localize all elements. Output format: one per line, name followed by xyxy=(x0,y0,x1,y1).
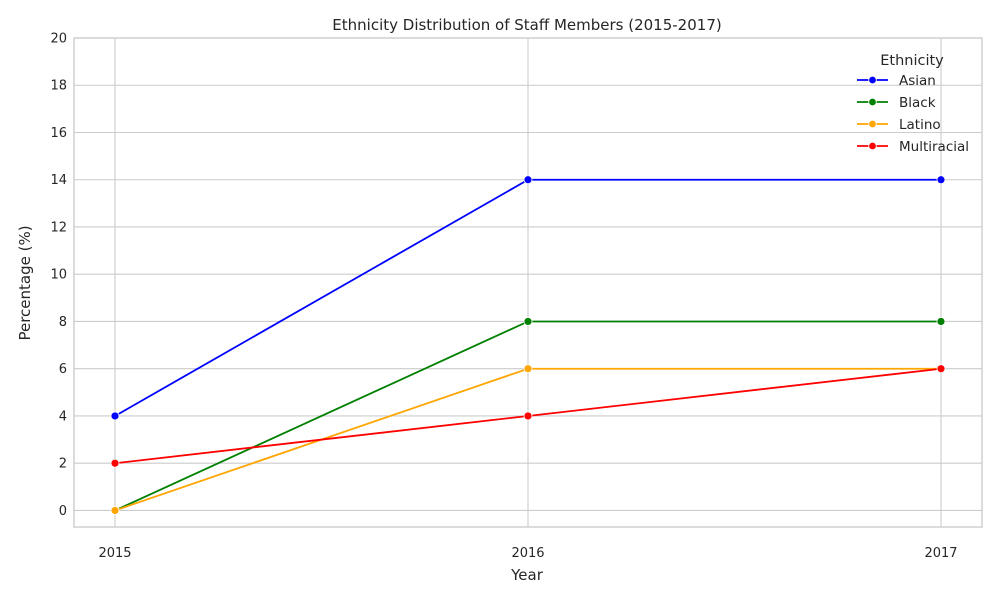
legend-label: Asian xyxy=(899,73,936,89)
data-point xyxy=(523,317,533,326)
y-tick-label: 20 xyxy=(50,32,67,47)
series-asian xyxy=(110,175,946,421)
legend: Ethnicity Asian Black Latino Multiracial xyxy=(857,53,969,155)
legend-marker xyxy=(868,97,877,107)
y-tick-label: 6 xyxy=(59,362,67,377)
y-tick-label: 14 xyxy=(50,173,67,188)
data-point xyxy=(936,364,946,374)
data-point xyxy=(523,175,533,185)
series-layer xyxy=(110,175,946,515)
x-axis-label: Year xyxy=(510,566,544,584)
data-point xyxy=(110,506,120,515)
y-tick-label: 0 xyxy=(59,504,67,519)
legend-item: Latino xyxy=(857,117,941,133)
data-point xyxy=(523,411,533,421)
legend-title: Ethnicity xyxy=(880,53,944,69)
y-tick-label: 16 xyxy=(50,126,67,141)
y-tick-label: 4 xyxy=(59,409,67,424)
legend-marker xyxy=(868,119,877,129)
y-tick-label: 10 xyxy=(50,268,67,283)
x-axis-ticks: 2015 2016 2017 xyxy=(98,546,957,561)
plot-frame xyxy=(73,37,983,528)
legend-marker xyxy=(868,141,877,151)
y-tick-label: 12 xyxy=(50,220,67,235)
x-tick-label: 2016 xyxy=(511,546,544,561)
y-axis-label: Percentage (%) xyxy=(16,225,34,340)
legend-item: Asian xyxy=(857,73,936,89)
grid xyxy=(74,37,982,527)
y-tick-label: 18 xyxy=(50,79,67,94)
y-tick-label: 8 xyxy=(59,315,67,330)
chart-title: Ethnicity Distribution of Staff Members … xyxy=(332,16,721,34)
legend-marker xyxy=(868,75,877,85)
data-point xyxy=(936,175,946,185)
legend-label: Black xyxy=(899,95,936,111)
data-point xyxy=(936,317,946,326)
data-point xyxy=(523,364,533,374)
legend-item: Multiracial xyxy=(857,139,969,155)
x-tick-label: 2017 xyxy=(924,546,957,561)
legend-label: Latino xyxy=(899,117,941,133)
y-tick-label: 2 xyxy=(59,457,67,472)
data-point xyxy=(110,458,120,468)
series-multiracial xyxy=(110,364,946,468)
data-point xyxy=(110,411,120,421)
legend-item: Black xyxy=(857,95,936,111)
legend-label: Multiracial xyxy=(899,139,969,155)
y-axis-ticks: 0 2 4 6 8 10 12 14 16 18 20 xyxy=(50,32,67,519)
x-tick-label: 2015 xyxy=(98,546,131,561)
